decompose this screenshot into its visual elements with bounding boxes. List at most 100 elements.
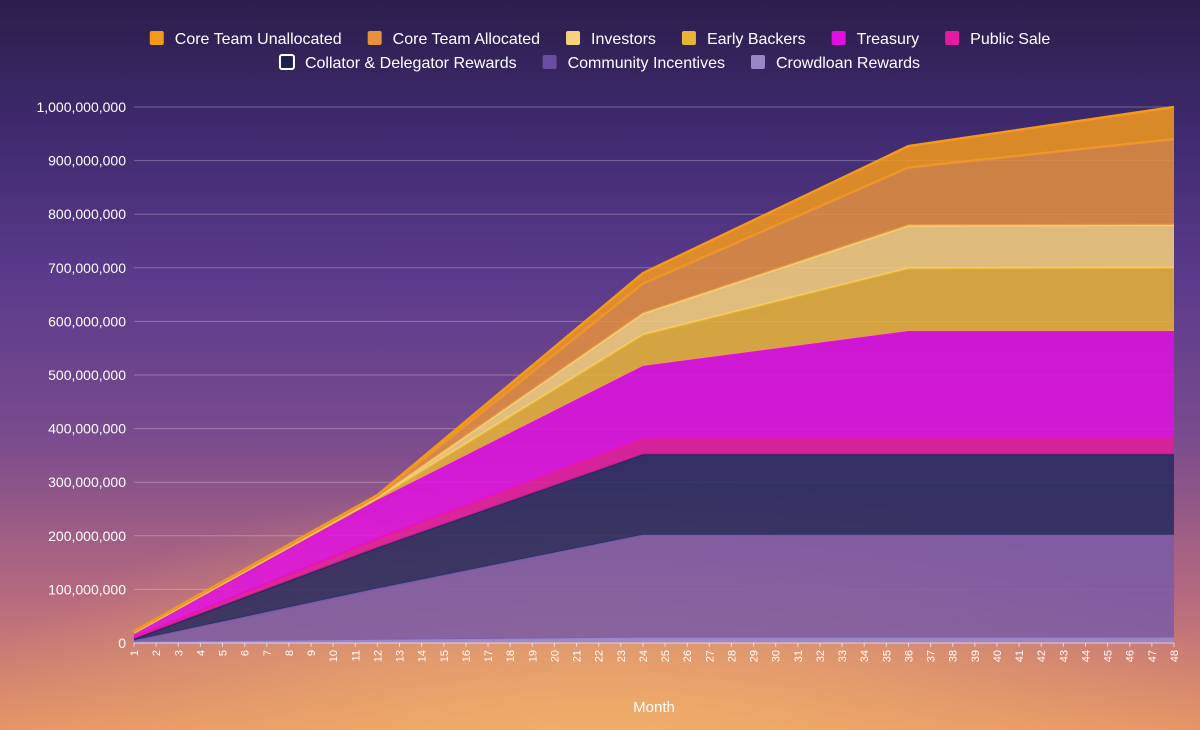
legend-label: Public Sale: [970, 31, 1050, 48]
legend-label: Core Team Allocated: [393, 31, 540, 48]
legend-swatch: [278, 54, 295, 70]
x-tick-label: 31: [793, 650, 805, 662]
legend-item[interactable]: Collator & Delegator Rewards: [278, 54, 517, 72]
x-tick-label: 32: [815, 650, 827, 662]
x-tick-label: 33: [837, 650, 849, 662]
legend-label: Core Team Unallocated: [175, 31, 342, 48]
x-tick-label: 23: [616, 650, 628, 662]
x-axis: 1 2 3 4 5 6 7 8 9 10 11 12 13 14 15 16 17 18 19 20 21 22 23 24 2…: [129, 642, 1181, 662]
x-tick-label: 41: [1014, 650, 1026, 662]
area-crowdloan-rewards: [134, 637, 1174, 643]
legend-item[interactable]: Crowdloan Rewards: [750, 55, 920, 72]
y-tick-label: 500,000,000: [48, 367, 126, 383]
y-tick-label: 600,000,000: [48, 313, 126, 329]
x-tick-label: 22: [594, 650, 606, 662]
legend-label: Treasury: [857, 31, 920, 48]
y-tick-label: 100,000,000: [48, 581, 126, 597]
area-collator-delegator-rewards: [134, 454, 1174, 641]
legend-item[interactable]: Public Sale: [945, 31, 1050, 48]
legend-item[interactable]: Community Incentives: [542, 55, 725, 72]
y-tick-label: 700,000,000: [48, 260, 126, 276]
legend-item[interactable]: Investors: [566, 31, 656, 48]
x-tick-label: 29: [749, 650, 761, 662]
legend-label: Collator & Delegator Rewards: [305, 55, 517, 72]
x-tick-label: 47: [1147, 650, 1159, 662]
legend: Core Team Unallocated Core Team Allocated…: [149, 31, 1050, 72]
legend-swatch: [831, 31, 846, 45]
x-tick-label: 8: [284, 650, 296, 656]
x-tick-label: 45: [1103, 650, 1115, 662]
legend-item[interactable]: Early Backers: [681, 31, 806, 48]
legend-swatch: [681, 31, 696, 45]
line-core-team-unallocated: [133, 105, 1175, 633]
y-tick-label: 800,000,000: [48, 206, 126, 222]
area-treasury: [134, 331, 1174, 638]
legend-label: Investors: [591, 31, 656, 48]
x-tick-label: 42: [1036, 650, 1048, 662]
legend-swatch: [750, 55, 765, 69]
x-tick-label: 28: [726, 650, 738, 662]
series-areas: [133, 105, 1175, 644]
x-tick-label: 43: [1058, 650, 1070, 662]
x-tick-label: 39: [970, 650, 982, 662]
legend-label: Crowdloan Rewards: [776, 55, 920, 72]
x-tick-label: 37: [926, 650, 938, 662]
area-community-incentives: [134, 534, 1174, 642]
x-tick-label: 30: [771, 650, 783, 662]
x-tick-label: 6: [240, 650, 252, 656]
x-tick-label: 48: [1169, 650, 1181, 662]
area-early-backers: [134, 267, 1174, 634]
legend-swatch-fill: [281, 56, 293, 68]
legend-swatch: [566, 31, 581, 45]
x-tick-label: 36: [903, 650, 915, 662]
legend-item[interactable]: Core Team Unallocated: [149, 31, 342, 48]
legend-item[interactable]: Treasury: [831, 31, 920, 48]
legend-item[interactable]: Core Team Allocated: [367, 31, 540, 48]
y-tick-label: 900,000,000: [48, 153, 126, 169]
x-tick-label: 20: [549, 650, 561, 662]
y-tick-label: 200,000,000: [48, 528, 126, 544]
x-tick-label: 11: [350, 650, 362, 661]
x-tick-label: 15: [439, 650, 451, 662]
x-tick-label: 21: [572, 650, 584, 662]
y-tick-label: 0: [118, 635, 126, 651]
legend-label: Community Incentives: [568, 55, 725, 72]
y-tick-label: 300,000,000: [48, 474, 126, 490]
x-tick-label: 2: [151, 650, 163, 656]
x-tick-label: 34: [859, 650, 871, 662]
x-tick-label: 44: [1080, 650, 1092, 662]
x-tick-label: 35: [881, 650, 893, 662]
x-tick-label: 1: [129, 650, 141, 656]
x-tick-label: 40: [992, 650, 1004, 662]
y-tick-label: 400,000,000: [48, 421, 126, 437]
x-tick-label: 12: [372, 650, 384, 662]
x-tick-label: 19: [527, 650, 539, 662]
x-tick-label: 38: [948, 650, 960, 662]
x-tick-label: 10: [328, 650, 340, 662]
y-tick-label: 1,000,000,000: [36, 99, 126, 115]
x-tick-label: 16: [461, 650, 473, 662]
x-tick-label: 14: [417, 650, 429, 662]
area-core-team-allocated: [134, 139, 1174, 633]
legend-swatch: [542, 55, 557, 69]
x-tick-label: 7: [262, 650, 274, 656]
legend-swatch: [945, 31, 960, 45]
legend-label: Early Backers: [707, 31, 806, 48]
x-tick-label: 26: [682, 650, 694, 662]
legend-swatch: [149, 31, 164, 45]
x-tick-label: 4: [195, 650, 207, 656]
x-tick-label: 3: [173, 650, 185, 656]
x-tick-label: 25: [660, 650, 672, 662]
x-tick-label: 46: [1125, 650, 1137, 662]
y-axis: 0 100,000,000 200,000,000 300,000,000 400,00…: [36, 99, 126, 651]
x-tick-label: 18: [505, 650, 517, 662]
x-tick-label: 17: [483, 650, 495, 662]
x-tick-label: 13: [395, 650, 407, 662]
area-investors: [134, 224, 1174, 633]
x-tick-label: 9: [306, 650, 318, 656]
legend-swatch: [367, 31, 382, 45]
x-tick-label: 24: [638, 650, 650, 662]
x-tick-label: 5: [218, 650, 230, 656]
x-axis-title: Month: [633, 699, 675, 716]
